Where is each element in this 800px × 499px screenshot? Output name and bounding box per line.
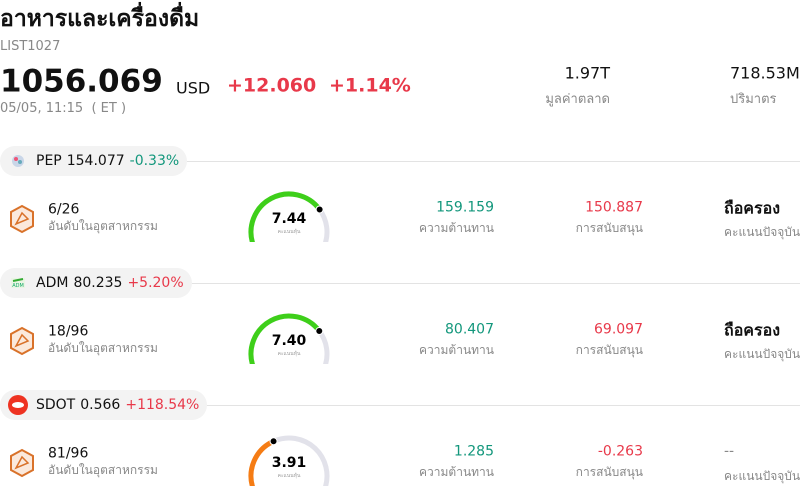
gauge-dot bbox=[315, 205, 324, 214]
rank: 81/96 bbox=[48, 445, 89, 462]
support: 69.097 bbox=[594, 321, 643, 338]
stock-logo: ADM bbox=[11, 278, 25, 289]
stat-label: มูลค่าตลาด bbox=[545, 92, 610, 108]
resistance: 1.285 bbox=[453, 443, 494, 460]
rating: ถือครอง bbox=[724, 198, 781, 218]
ticker: PEP bbox=[36, 153, 62, 169]
rating-label: คะแนนปัจจุบัน bbox=[724, 224, 800, 239]
score-label: คะแนนหุ้น bbox=[278, 472, 301, 479]
stock-header: PEP 154.077 -0.33% bbox=[0, 146, 800, 176]
score-label: คะแนนหุ้น bbox=[278, 228, 301, 235]
ticker: SDOT bbox=[36, 397, 76, 413]
rank: 6/26 bbox=[48, 201, 80, 218]
rank-label: อันดับในอุตสาหกรรม bbox=[48, 462, 158, 477]
ticker: ADM bbox=[36, 275, 69, 291]
time: 05/05, 11:15 ( ET ) bbox=[0, 101, 127, 117]
rating: -- bbox=[724, 443, 735, 460]
change: +12.060 bbox=[227, 74, 317, 97]
score: 3.91 bbox=[272, 455, 307, 471]
rating-label: คะแนนปัจจุบัน bbox=[724, 468, 800, 483]
support-label: การสนับสนุน bbox=[575, 342, 643, 357]
stock-chip: PEP 154.077 -0.33% bbox=[0, 146, 188, 176]
rank-icon bbox=[10, 204, 34, 234]
stock-logo bbox=[8, 395, 28, 415]
rating-label: คะแนนปัจจุบัน bbox=[724, 346, 800, 361]
divider bbox=[191, 282, 800, 284]
change-pct: +1.14% bbox=[329, 74, 411, 97]
support-label: การสนับสนุน bbox=[575, 220, 643, 235]
rank-icon bbox=[10, 448, 34, 478]
rank-label: อันดับในอุตสาหกรรม bbox=[48, 340, 158, 355]
gauge-track bbox=[316, 328, 330, 364]
stock-header: SDOT 0.566 +118.54% bbox=[0, 390, 800, 420]
stock-price: 0.566 bbox=[80, 397, 121, 413]
stock-change: -0.33% bbox=[129, 153, 180, 169]
stat-value: 1.97T bbox=[564, 63, 610, 83]
currency: USD bbox=[176, 78, 211, 98]
rank: 18/96 bbox=[48, 323, 89, 340]
resistance-label: ความต้านทาน bbox=[419, 342, 494, 357]
code: LIST1027 bbox=[0, 39, 61, 55]
gauge-dot bbox=[315, 327, 324, 336]
gauge-fill bbox=[248, 191, 323, 242]
rating: ถือครอง bbox=[724, 320, 781, 340]
resistance: 159.159 bbox=[436, 199, 494, 216]
support: 150.887 bbox=[585, 199, 643, 216]
gauge-track bbox=[271, 435, 330, 486]
stock-header: ADM ADM 80.235 +5.20% bbox=[0, 268, 800, 298]
score: 7.40 bbox=[272, 333, 307, 349]
support-label: การสนับสนุน bbox=[575, 464, 643, 479]
gauge-fill bbox=[248, 313, 322, 364]
svg-text:ADM: ADM bbox=[12, 283, 24, 289]
gauge-dot bbox=[269, 437, 278, 446]
rank-label: อันดับในอุตสาหกรรม bbox=[48, 218, 158, 233]
price: 1056.069 bbox=[0, 63, 163, 100]
stock-logo bbox=[12, 155, 24, 167]
rank-icon bbox=[10, 326, 34, 356]
support: -0.263 bbox=[597, 443, 643, 460]
stat-label: ปริมาตร bbox=[730, 92, 777, 108]
stock-change: +118.54% bbox=[125, 397, 200, 413]
stock-price: 154.077 bbox=[66, 153, 125, 169]
stock-price: 80.235 bbox=[73, 275, 123, 291]
score: 7.44 bbox=[272, 211, 307, 227]
gauge-track bbox=[317, 206, 330, 242]
stock-chip: ADM ADM 80.235 +5.20% bbox=[0, 268, 192, 298]
stock-chip: SDOT 0.566 +118.54% bbox=[0, 390, 208, 420]
stat-value: 718.53M bbox=[730, 63, 800, 83]
resistance: 80.407 bbox=[445, 321, 494, 338]
gauge-fill bbox=[248, 438, 277, 486]
resistance-label: ความต้านทาน bbox=[419, 464, 494, 479]
score-label: คะแนนหุ้น bbox=[278, 350, 301, 357]
stock-change: +5.20% bbox=[127, 275, 184, 291]
resistance-label: ความต้านทาน bbox=[419, 220, 494, 235]
divider bbox=[187, 160, 800, 162]
title: อาหารและเครื่องดื่ม bbox=[0, 6, 200, 33]
divider bbox=[207, 404, 800, 406]
